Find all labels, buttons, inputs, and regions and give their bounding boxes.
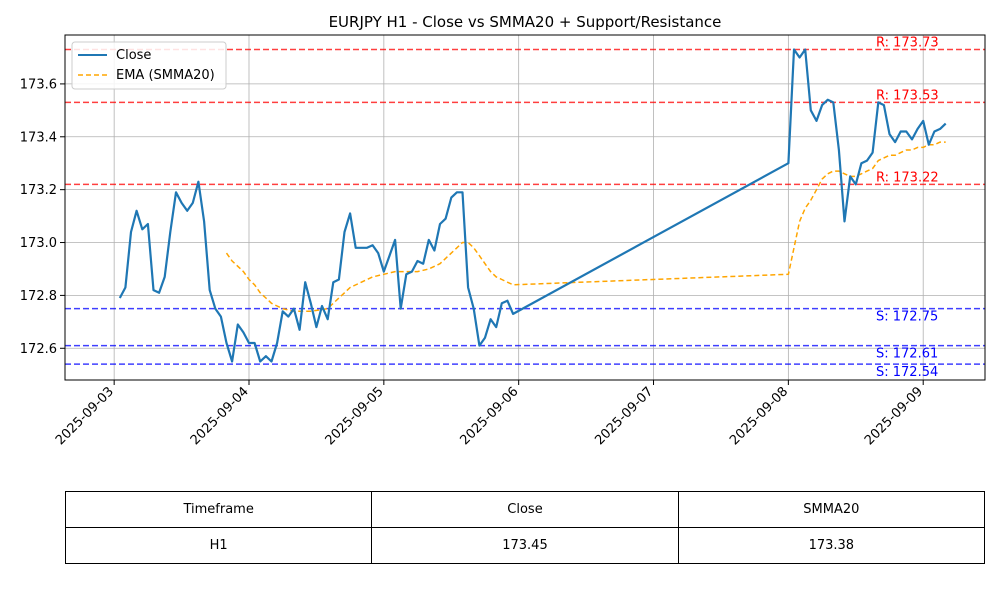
close-series-line: [118, 48, 947, 363]
series: [118, 48, 947, 363]
table-cell-smma20: 173.38: [677, 527, 986, 564]
y-tick-label: 173.2: [20, 183, 57, 198]
legend-close-label: Close: [116, 48, 151, 63]
table-header-close: Close: [371, 491, 679, 528]
legend-box: [71, 41, 227, 90]
x-tick-label: 2025-09-03: [53, 384, 117, 448]
support-label: S: 172.54: [876, 365, 938, 380]
x-tick-label: 2025-09-07: [592, 384, 656, 448]
y-tick-label: 173.0: [20, 236, 57, 251]
table-header-smma20: SMMA20: [677, 491, 986, 528]
x-tick-label: 2025-09-09: [862, 384, 926, 448]
summary-table: Timeframe Close SMMA20 H1 173.45 173.38: [64, 491, 986, 564]
legend-smma-label: EMA (SMMA20): [116, 68, 215, 83]
resistance-label: R: 173.53: [876, 88, 939, 103]
chart: EURJPY H1 - Close vs SMMA20 + Support/Re…: [20, 13, 986, 448]
plot-area-frame: [64, 34, 986, 381]
y-tick-label: 173.6: [20, 77, 57, 92]
table-header-timeframe: Timeframe: [64, 491, 373, 528]
y-tick-label: 172.8: [20, 289, 57, 304]
table-row: H1 173.45 173.38: [64, 527, 986, 564]
x-tick-label: 2025-09-05: [323, 384, 387, 448]
support-label: S: 172.75: [876, 310, 938, 325]
chart-title: EURJPY H1 - Close vs SMMA20 + Support/Re…: [329, 13, 722, 31]
x-tick-label: 2025-09-06: [457, 384, 521, 448]
y-tick-label: 173.4: [20, 130, 57, 145]
resistance-label: R: 173.73: [876, 36, 939, 51]
smma20-series-line: [225, 141, 946, 313]
table-header-row: Timeframe Close SMMA20: [64, 491, 986, 528]
x-tick-label: 2025-09-04: [188, 384, 252, 448]
x-tick-label: 2025-09-08: [727, 384, 791, 448]
grid: [65, 35, 985, 380]
y-tick-label: 172.6: [20, 342, 57, 357]
resistance-label: R: 173.22: [876, 170, 939, 185]
table-cell-timeframe: H1: [64, 527, 373, 564]
table-cell-close: 173.45: [371, 527, 679, 564]
legend: Close EMA (SMMA20): [71, 41, 227, 90]
support-label: S: 172.61: [876, 347, 938, 362]
